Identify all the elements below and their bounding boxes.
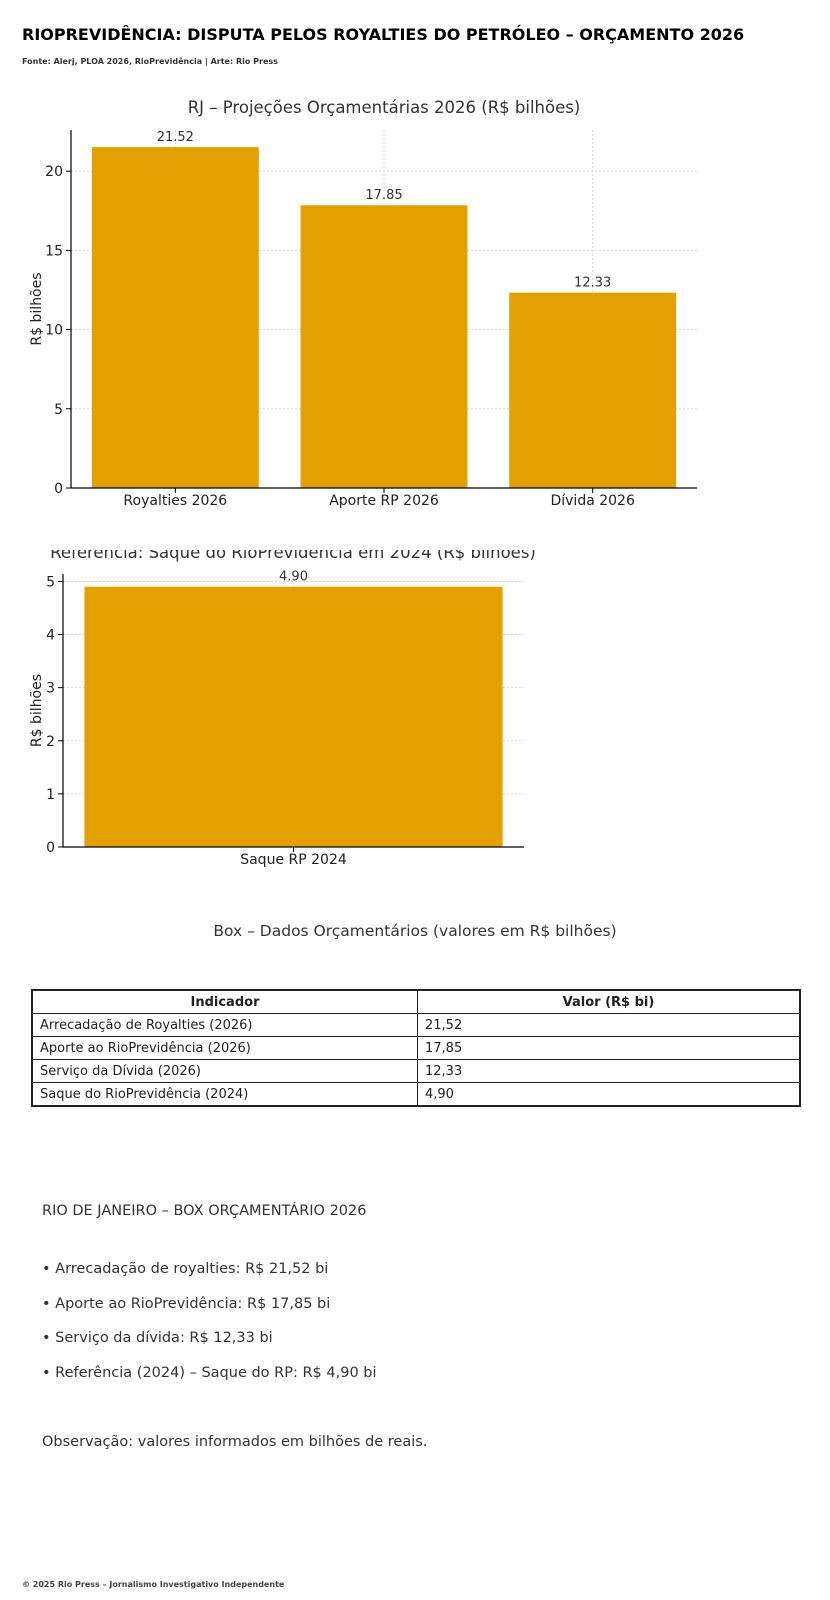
summary-note: Observação: valores informados em bilhõe… [42, 1434, 428, 1450]
value-cell: 17,85 [417, 1036, 801, 1060]
y-tick-label: 15 [45, 243, 63, 259]
x-tick-label: Dívida 2026 [550, 493, 634, 509]
chart-title: Referência: Saque do RioPrevidência em 2… [50, 550, 536, 562]
box-title: Box – Dados Orçamentários (valores em R$… [213, 922, 617, 940]
table-row: Serviço da Dívida (2026) 12,33 [31, 1059, 801, 1083]
data-label: 4.90 [279, 570, 308, 585]
data-label: 21.52 [157, 130, 194, 145]
value-cell: 21,52 [417, 1013, 801, 1037]
y-axis-label: R$ bilhões [29, 674, 45, 747]
summary-bullet: • Referência (2024) – Saque do RP: R$ 4,… [42, 1364, 377, 1381]
y-tick-label: 4 [46, 628, 55, 644]
indicator-cell: Serviço da Dívida (2026) [31, 1059, 418, 1083]
y-tick-label: 2 [46, 734, 55, 750]
column-header-indicator: Indicador [31, 989, 418, 1014]
y-tick-label: 0 [54, 481, 63, 497]
y-tick-label: 1 [46, 787, 55, 803]
summary-bullet: • Arrecadação de royalties: R$ 21,52 bi [42, 1261, 329, 1277]
indicator-cell: Arrecadação de Royalties (2026) [31, 1013, 418, 1037]
data-label: 12.33 [574, 276, 611, 291]
source-credit: Fonte: Alerj, PLOA 2026, RioPrevidência … [22, 57, 278, 66]
summary-bullet: • Aporte ao RioPrevidência: R$ 17,85 bi [42, 1295, 331, 1312]
column-header-value: Valor (R$ bi) [417, 989, 801, 1014]
table-row: Saque do RioPrevidência (2024) 4,90 [31, 1082, 801, 1107]
bar [91, 147, 259, 488]
bar [300, 205, 468, 489]
value-cell: 12,33 [417, 1059, 801, 1083]
summary-bullet: • Serviço da dívida: R$ 12,33 bi [42, 1330, 273, 1346]
x-tick-label: Aporte RP 2026 [329, 493, 439, 509]
y-tick-label: 5 [54, 402, 63, 418]
projections-bar-chart: RJ – Projeções Orçamentárias 2026 (R$ bi… [29, 98, 697, 509]
value-cell: 4,90 [417, 1082, 801, 1107]
budget-data-table: Indicador Valor (R$ bi) Arrecadação de R… [31, 989, 801, 1107]
footer-credit: © 2025 Rio Press – Jornalismo Investigat… [22, 1580, 285, 1589]
bar [84, 586, 503, 847]
y-axis-label: R$ bilhões [29, 272, 45, 345]
y-tick-label: 5 [46, 574, 55, 590]
y-tick-label: 3 [46, 681, 55, 697]
indicator-cell: Aporte ao RioPrevidência (2026) [31, 1036, 418, 1060]
chart-title: RJ – Projeções Orçamentárias 2026 (R$ bi… [188, 98, 581, 117]
bar [509, 292, 677, 488]
table-row: Aporte ao RioPrevidência (2026) 17,85 [31, 1036, 801, 1060]
x-tick-label: Saque RP 2024 [240, 852, 347, 868]
y-tick-label: 0 [46, 840, 55, 856]
table-header-row: Indicador Valor (R$ bi) [31, 989, 801, 1014]
summary-title: RIO DE JANEIRO – BOX ORÇAMENTÁRIO 2026 [42, 1203, 367, 1219]
withdrawal-reference-bar-chart: Referência: Saque do RioPrevidência em 2… [29, 550, 536, 868]
data-label: 17.85 [365, 188, 402, 203]
y-tick-label: 20 [45, 164, 63, 180]
table-row: Arrecadação de Royalties (2026) 21,52 [31, 1013, 801, 1037]
indicator-cell: Saque do RioPrevidência (2024) [31, 1082, 418, 1107]
page-title: RIOPREVIDÊNCIA: DISPUTA PELOS ROYALTIES … [22, 25, 745, 44]
x-tick-label: Royalties 2026 [123, 493, 227, 509]
summary-box: RIO DE JANEIRO – BOX ORÇAMENTÁRIO 2026 •… [42, 1203, 427, 1450]
y-tick-label: 10 [45, 323, 63, 339]
